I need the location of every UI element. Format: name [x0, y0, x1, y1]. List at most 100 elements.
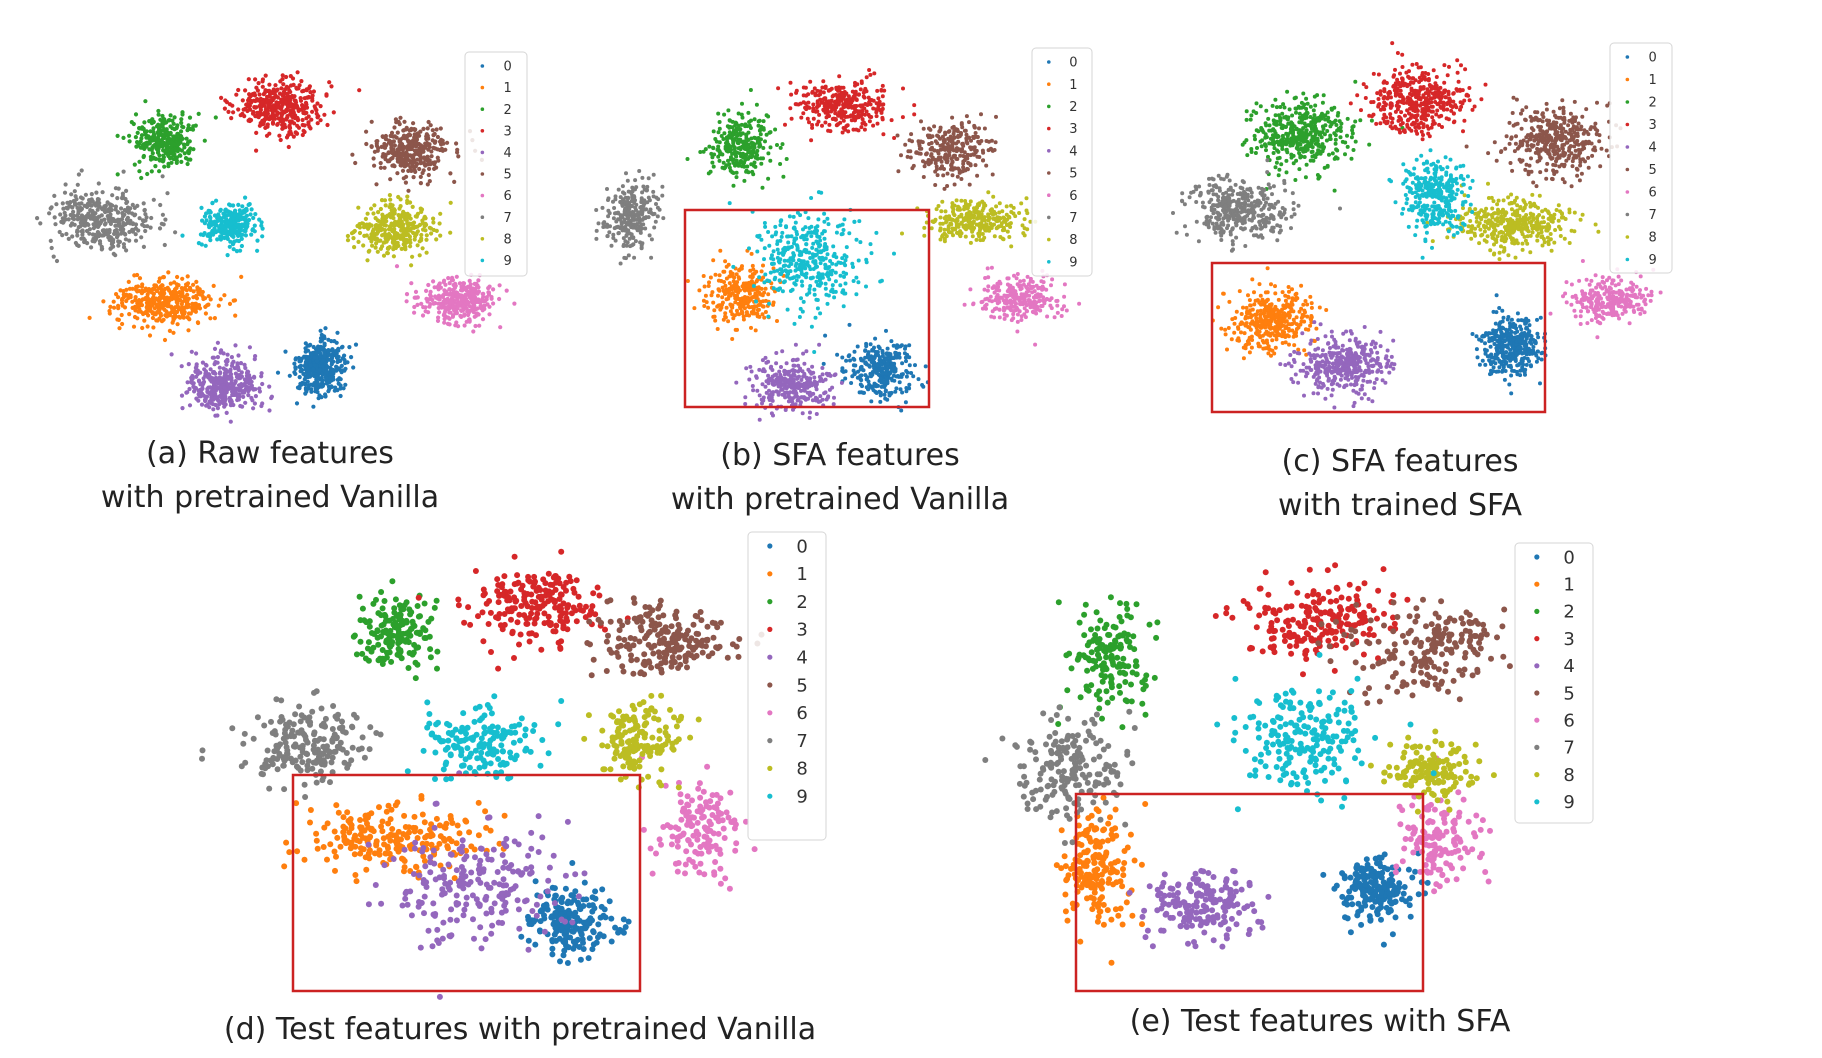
- scatter-point: [207, 399, 212, 404]
- scatter-point: [706, 305, 711, 310]
- scatter-point: [876, 96, 881, 101]
- scatter-point: [208, 316, 213, 321]
- scatter-point: [320, 383, 325, 389]
- scatter-point: [415, 295, 420, 300]
- scatter-point: [111, 237, 116, 242]
- scatter-point: [439, 137, 444, 142]
- scatter-point: [497, 296, 502, 302]
- scatter-point: [340, 344, 345, 349]
- scatter-point: [911, 374, 916, 379]
- scatter-point: [95, 207, 100, 212]
- scatter-point: [80, 196, 85, 201]
- scatter-point: [223, 227, 228, 233]
- scatter-point: [146, 141, 151, 146]
- scatter-point: [456, 324, 461, 329]
- legend-marker: [480, 237, 485, 241]
- scatter-point: [58, 212, 63, 217]
- scatter-point: [153, 312, 158, 317]
- scatter-point: [237, 208, 242, 213]
- scatter-point: [740, 131, 745, 136]
- scatter-point: [239, 274, 244, 279]
- scatter-point: [866, 387, 871, 392]
- scatter-point: [777, 369, 782, 374]
- scatter-point: [212, 381, 217, 386]
- scatter-point: [702, 304, 707, 308]
- scatter-point: [127, 286, 132, 291]
- scatter-point: [761, 126, 766, 131]
- scatter-point: [133, 238, 139, 243]
- scatter-point: [889, 339, 894, 344]
- scatter-point: [323, 361, 328, 366]
- scatter-point: [437, 221, 442, 226]
- scatter-point: [404, 161, 409, 166]
- scatter-point: [342, 353, 347, 358]
- scatter-point: [752, 117, 757, 122]
- scatter-point: [896, 169, 901, 174]
- scatter-point: [223, 98, 228, 103]
- scatter-point: [476, 278, 481, 283]
- scatter-point: [757, 417, 762, 422]
- scatter-point: [760, 401, 764, 406]
- scatter-point: [308, 351, 313, 356]
- scatter-point: [907, 363, 912, 368]
- scatter-point: [468, 285, 473, 290]
- scatter-point: [345, 233, 350, 239]
- scatter-point: [161, 136, 166, 141]
- scatter-point: [233, 380, 238, 385]
- scatter-point: [386, 227, 392, 232]
- scatter-point: [211, 283, 216, 288]
- scatter-point: [254, 85, 259, 90]
- scatter-point: [295, 70, 300, 75]
- scatter-point: [351, 365, 356, 370]
- scatter-point: [327, 379, 332, 384]
- scatter-point: [83, 223, 88, 228]
- scatter-point: [820, 397, 825, 402]
- scatter-point: [875, 121, 880, 126]
- scatter-point: [382, 198, 388, 203]
- scatter-point: [920, 383, 925, 387]
- scatter-point: [779, 387, 784, 392]
- scatter-point: [175, 274, 180, 280]
- scatter-point: [194, 364, 199, 369]
- scatter-point: [100, 233, 105, 238]
- scatter-point: [365, 258, 370, 263]
- scatter-point: [390, 203, 395, 208]
- scatter-point: [889, 118, 894, 123]
- scatter-point: [206, 294, 211, 299]
- scatter-point: [405, 198, 410, 203]
- scatter-point: [768, 365, 773, 370]
- scatter-point: [408, 216, 413, 221]
- scatter-point: [108, 206, 113, 211]
- scatter-point: [746, 138, 751, 142]
- scatter-point: [83, 192, 88, 197]
- scatter-point: [345, 360, 350, 365]
- scatter-point: [142, 120, 147, 125]
- scatter-point: [758, 132, 763, 137]
- scatter-point: [728, 118, 733, 123]
- scatter-point: [225, 253, 230, 258]
- scatter-point: [869, 360, 874, 364]
- scatter-point: [487, 312, 492, 317]
- scatter-point: [163, 217, 168, 222]
- scatter-point: [318, 336, 324, 341]
- scatter-point: [247, 202, 252, 207]
- legend-marker: [480, 258, 485, 263]
- scatter-point: [130, 227, 135, 232]
- scatter-point: [349, 231, 355, 236]
- scatter-point: [160, 283, 165, 288]
- scatter-point: [127, 312, 132, 317]
- scatter-point: [817, 375, 822, 379]
- scatter-point: [160, 288, 165, 293]
- scatter-point: [803, 383, 808, 388]
- scatter-point: [730, 274, 735, 279]
- scatter-point: [353, 342, 359, 347]
- scatter-point: [161, 155, 166, 160]
- scatter-point: [850, 105, 854, 110]
- scatter-point: [478, 305, 483, 310]
- scatter-point: [156, 306, 161, 311]
- scatter-point: [498, 325, 503, 330]
- scatter-point: [724, 163, 729, 168]
- scatter-point: [839, 98, 844, 103]
- scatter-point: [749, 145, 754, 150]
- scatter-point: [303, 391, 308, 396]
